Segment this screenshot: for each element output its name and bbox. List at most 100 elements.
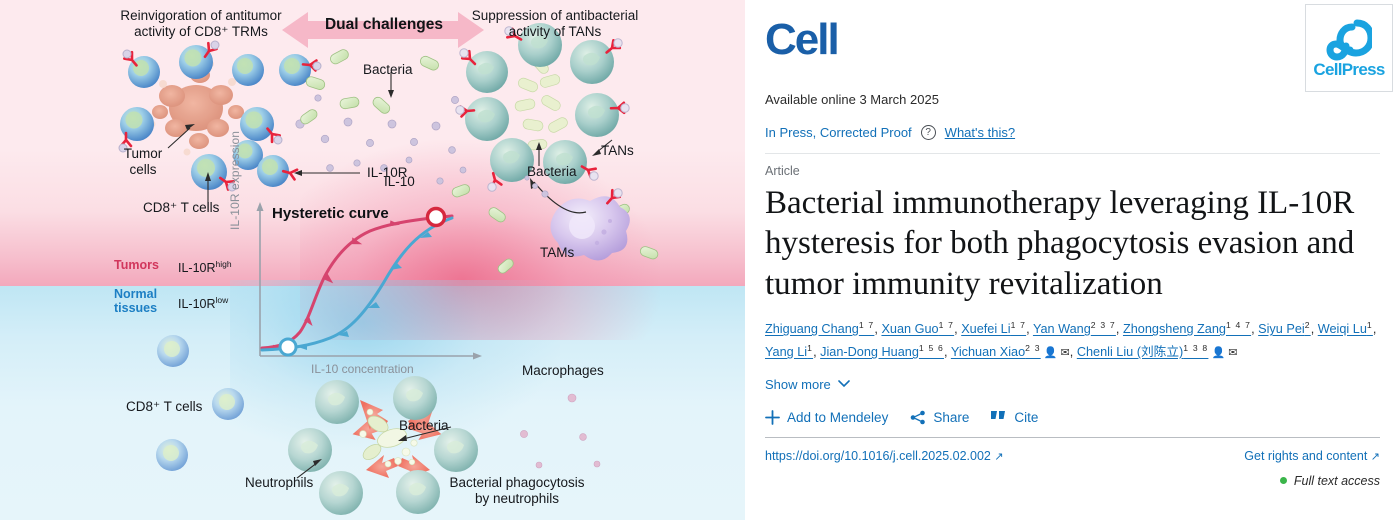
access-status-label: Full text access <box>1293 473 1380 488</box>
author-link[interactable]: Zhiguang Chang1 7 <box>765 319 875 336</box>
author-affiliation-sup: 2 3 <box>1025 342 1041 353</box>
email-icon[interactable]: ✉ <box>1057 347 1070 360</box>
doi-row: https://doi.org/10.1016/j.cell.2025.02.0… <box>765 449 1400 463</box>
hysteresis-curve-chart <box>256 202 482 360</box>
access-status-dot <box>1279 477 1287 485</box>
author-link[interactable]: Xuan Guo1 7 <box>881 319 955 336</box>
press-status-label[interactable]: In Press, Corrected Proof <box>765 125 912 140</box>
label-macrophages: Macrophages <box>522 363 604 378</box>
author-link[interactable]: Siyu Pei2 <box>1258 319 1311 336</box>
author-separator: , <box>1069 345 1077 360</box>
author-affiliation-sup: 1 7 <box>938 319 955 330</box>
author-affiliation-sup: 2 3 7 <box>1090 319 1116 330</box>
help-icon[interactable]: ? <box>920 125 936 140</box>
label-bacteria-top: Bacteria <box>363 62 413 77</box>
author-affiliation-sup: 2 <box>1304 319 1311 330</box>
label-bacteria-bottom: Bacteria <box>399 418 449 433</box>
cite-label: Cite <box>1014 409 1039 425</box>
whats-this-link[interactable]: What's this? <box>944 125 1016 140</box>
share-button[interactable]: Share <box>910 410 969 425</box>
author-link[interactable]: Chenli Liu (刘陈立)1 3 8 <box>1076 342 1209 360</box>
banner-right-text: Suppression of antibacterial activity of… <box>471 8 639 39</box>
email-icon[interactable]: ✉ <box>1225 347 1238 360</box>
label-cd8-t-cells-bottom: CD8⁺ T cells <box>126 399 203 414</box>
label-neutrophils: Neutrophils <box>245 475 314 490</box>
band-value-normal: IL-10Rlow <box>178 295 229 312</box>
label-phagocytosis: Bacterial phagocytosis by neutrophils <box>449 475 585 506</box>
share-icon <box>911 410 926 425</box>
author-separator: , <box>1372 321 1377 336</box>
dual-challenges-title: Dual challenges <box>324 16 443 33</box>
author-separator: , <box>813 345 821 360</box>
author-link[interactable]: Yan Wang2 3 7 <box>1032 319 1116 336</box>
author-separator: , <box>944 345 951 360</box>
journal-logo: Cell <box>765 15 840 64</box>
share-label: Share <box>933 409 970 425</box>
label-il10: IL-10 <box>384 174 415 189</box>
divider-top <box>765 153 1380 154</box>
engulfed-bacteria <box>514 56 568 151</box>
author-affiliation-sup: 1 4 7 <box>1225 319 1252 330</box>
label-cd8-t-cells-top: CD8⁺ T cells <box>143 200 220 215</box>
band-label-normal: Normal tissues <box>114 287 158 315</box>
low-state-marker <box>278 337 298 357</box>
author-link[interactable]: Yichuan Xiao2 3 <box>950 342 1041 360</box>
author-list: Zhiguang Chang1 7, Xuan Guo1 7, Xuefei L… <box>765 318 1400 364</box>
chart-x-axis-label: IL-10 concentration <box>311 362 414 376</box>
label-tumor-cells: Tumor cells <box>123 146 163 177</box>
tan-cell <box>570 38 623 84</box>
external-link-icon: ↗ <box>1370 450 1380 463</box>
author-link[interactable]: Yang Li1 <box>765 342 814 360</box>
label-tams: TAMs <box>540 245 575 260</box>
article-kicker: Article <box>765 164 800 178</box>
chart-title: Hysteretic curve <box>272 205 389 222</box>
author-link[interactable]: Xuefei Li1 7 <box>961 319 1027 336</box>
show-more-button[interactable]: Show more <box>765 377 850 392</box>
author-link[interactable]: Jian-Dong Huang1 5 6 <box>820 342 945 360</box>
author-separator: , <box>954 321 962 336</box>
author-affiliation-sup: 1 5 6 <box>918 342 945 353</box>
author-link[interactable]: Zhongsheng Zang1 4 7 <box>1122 319 1252 336</box>
author-separator: , <box>1115 321 1123 336</box>
tan-cell <box>455 97 509 141</box>
press-status-row: In Press, Corrected Proof ? What's this? <box>765 125 1400 140</box>
cellpress-badge: CellPress <box>1305 4 1393 92</box>
divider-actions <box>765 436 1380 438</box>
chevron-down-icon <box>837 380 850 388</box>
cite-button[interactable]: Cite <box>991 410 1038 425</box>
high-state-marker <box>425 206 447 228</box>
corresponding-author-icon[interactable]: 👤 <box>1208 347 1226 360</box>
author-affiliation-sup: 1 3 8 <box>1183 342 1209 353</box>
doi-link[interactable]: https://doi.org/10.1016/j.cell.2025.02.0… <box>765 448 1004 463</box>
chart-y-axis-label: IL-10R expression <box>228 130 242 230</box>
dual-challenges-arrow-icon <box>282 12 484 48</box>
article-panel: CellPress Cell Available online 3 March … <box>745 0 1400 520</box>
cd8-t-cell-il10r-callout <box>257 155 299 187</box>
add-to-mendeley-label: Add to Mendeley <box>787 409 889 425</box>
author-affiliation-sup: 1 7 <box>858 319 875 330</box>
author-link[interactable]: Weiqi Lu1 <box>1317 319 1373 336</box>
available-online-text: Available online 3 March 2025 <box>765 92 939 107</box>
get-rights-link[interactable]: Get rights and content ↗ <box>1244 448 1380 463</box>
tan-cell <box>459 48 508 93</box>
label-bacteria-right: Bacteria <box>527 164 577 179</box>
label-tans: TANs <box>601 143 634 158</box>
author-affiliation-sup: 1 <box>1366 319 1373 330</box>
external-link-icon: ↗ <box>994 450 1004 463</box>
article-actions: Add to Mendeley Share Cite <box>765 410 1400 425</box>
macrophage-particles <box>520 393 601 469</box>
band-value-tumors: IL-10Rhigh <box>178 259 232 276</box>
band-label-tumors: Tumors <box>114 258 159 272</box>
author-separator: , <box>874 321 882 336</box>
show-more-label: Show more <box>765 376 831 392</box>
page-title: Bacterial immunotherapy leveraging IL-10… <box>765 185 1355 302</box>
author-separator: , <box>1310 321 1318 336</box>
graphical-abstract: Dual challenges Reinvigoration of antitu… <box>0 0 745 520</box>
cellpress-wordmark: CellPress <box>1313 59 1385 79</box>
add-to-mendeley-button[interactable]: Add to Mendeley <box>765 410 888 425</box>
cellpress-ribbon-icon <box>1326 19 1372 61</box>
corresponding-author-icon[interactable]: 👤 <box>1040 347 1058 360</box>
cd8-t-cell-ring <box>118 40 322 192</box>
author-affiliation-sup: 1 7 <box>1010 319 1027 330</box>
author-separator: , <box>1026 321 1033 336</box>
